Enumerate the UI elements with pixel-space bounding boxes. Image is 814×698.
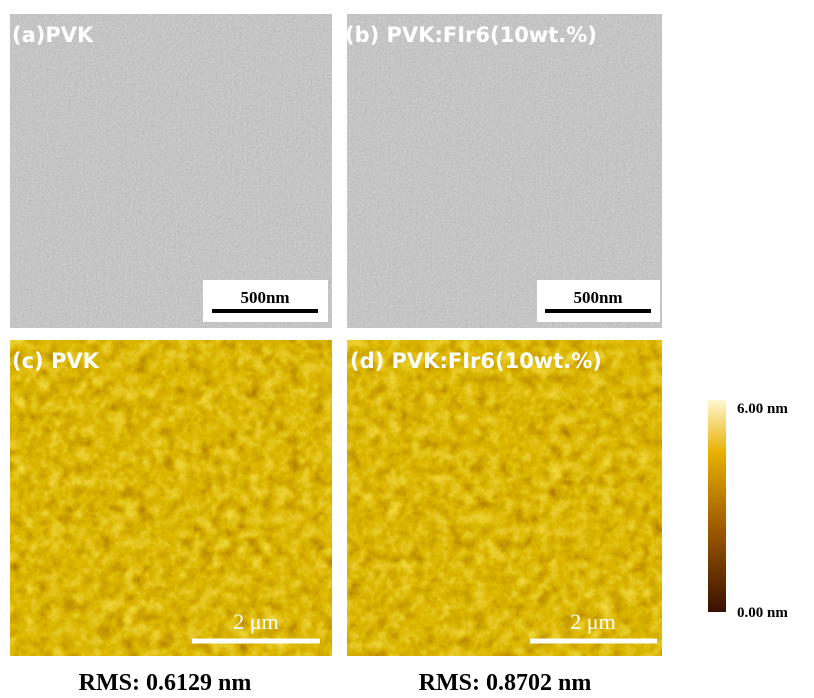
afm-image [10, 340, 332, 656]
figure: (a)PVK (b) PVK:FIr6(10wt.%) (c) PVK (d) … [0, 0, 814, 698]
panel-label: (a)PVK [12, 23, 94, 47]
scale-label: 2 μm [233, 609, 278, 634]
scale-label: 2 μm [570, 609, 615, 634]
scale-label: 500nm [240, 288, 289, 307]
panel-label: (d) PVK:FIr6(10wt.%) [350, 349, 602, 373]
panel-label: (b) PVK:FIr6(10wt.%) [345, 23, 597, 47]
rms-label: RMS: 0.6129 nm [79, 670, 252, 696]
scale-label: 500nm [573, 288, 622, 307]
panel-label: (c) PVK [12, 349, 100, 373]
colorbar-min: 0.00 nm [737, 605, 788, 621]
colorbar [708, 400, 726, 612]
rms-label: RMS: 0.8702 nm [419, 670, 592, 696]
colorbar-max: 6.00 nm [737, 401, 788, 417]
